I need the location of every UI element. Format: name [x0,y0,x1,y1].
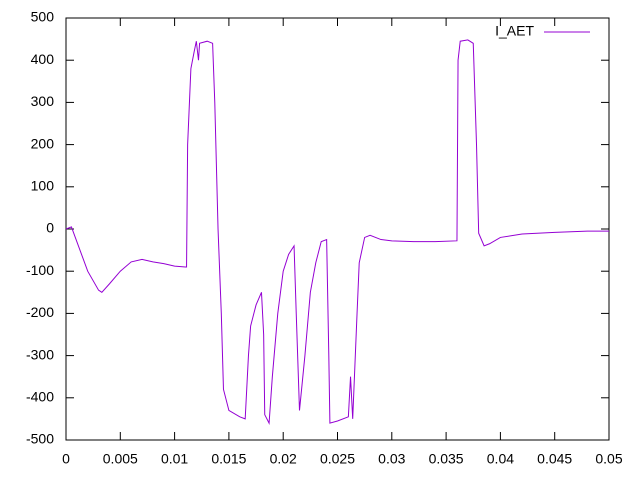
y-tick-label: -500 [26,431,54,447]
x-tick-label: 0.04 [487,451,514,467]
x-tick-label: 0.02 [270,451,297,467]
plot-border [65,17,610,441]
legend-label: I_AET [495,23,534,39]
y-tick-label: -200 [26,304,54,320]
x-tick-label: 0.03 [378,451,405,467]
y-tick-label: -100 [26,262,54,278]
y-tick-label: 100 [31,178,55,194]
y-tick-label: 200 [31,135,55,151]
x-tick-label: 0.045 [537,451,572,467]
x-tick-label: 0.01 [161,451,188,467]
x-tick-label: 0.015 [211,451,246,467]
y-tick-label: -400 [26,389,54,405]
x-tick-label: 0.025 [320,451,355,467]
y-tick-label: 400 [31,51,55,67]
y-tick-label: -300 [26,346,54,362]
x-tick-label: 0.035 [429,451,464,467]
x-tick-label: 0 [62,451,70,467]
y-tick-label: 300 [31,93,55,109]
data-line [65,39,609,425]
x-tick-label: 0.005 [103,451,138,467]
y-tick-label: 500 [31,9,55,25]
y-tick-label: 0 [46,220,54,236]
x-tick-label: 0.05 [595,451,622,467]
